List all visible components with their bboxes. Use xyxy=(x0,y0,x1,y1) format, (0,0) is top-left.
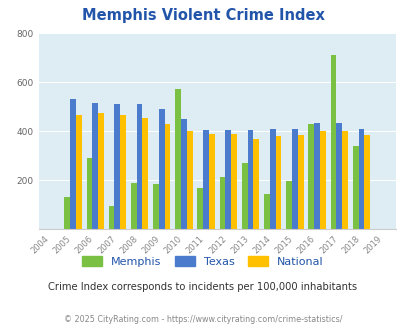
Bar xyxy=(286,182,291,229)
Bar xyxy=(175,89,181,229)
Bar xyxy=(291,129,297,229)
Bar xyxy=(230,134,237,229)
Bar xyxy=(330,55,336,229)
Bar xyxy=(336,122,341,229)
Bar xyxy=(308,124,313,229)
Bar xyxy=(130,183,136,229)
Bar xyxy=(275,136,281,229)
Bar xyxy=(98,113,104,229)
Bar xyxy=(164,124,170,229)
Bar xyxy=(186,131,192,229)
Text: Crime Index corresponds to incidents per 100,000 inhabitants: Crime Index corresponds to incidents per… xyxy=(48,282,357,292)
Bar xyxy=(225,130,230,229)
Bar xyxy=(358,129,363,229)
Bar xyxy=(203,130,209,229)
Bar xyxy=(86,158,92,229)
Bar xyxy=(70,99,76,229)
Bar xyxy=(253,139,258,229)
Bar xyxy=(92,103,98,229)
Bar xyxy=(341,131,347,229)
Bar xyxy=(219,177,225,229)
Bar xyxy=(153,184,158,229)
Bar xyxy=(120,115,126,229)
Bar xyxy=(76,115,81,229)
Bar xyxy=(352,146,358,229)
Bar xyxy=(363,135,369,229)
Bar xyxy=(269,129,275,229)
Bar xyxy=(313,122,319,229)
Bar xyxy=(114,104,120,229)
Bar xyxy=(197,188,203,229)
Bar xyxy=(142,118,148,229)
Bar xyxy=(158,109,164,229)
Bar xyxy=(241,163,247,229)
Bar xyxy=(247,130,253,229)
Bar xyxy=(209,134,214,229)
Text: © 2025 CityRating.com - https://www.cityrating.com/crime-statistics/: © 2025 CityRating.com - https://www.city… xyxy=(64,315,341,324)
Bar xyxy=(181,119,186,229)
Bar xyxy=(109,206,114,229)
Legend: Memphis, Texas, National: Memphis, Texas, National xyxy=(78,251,327,271)
Bar xyxy=(319,131,325,229)
Bar xyxy=(64,197,70,229)
Bar xyxy=(297,135,303,229)
Text: Memphis Violent Crime Index: Memphis Violent Crime Index xyxy=(81,8,324,23)
Bar xyxy=(136,104,142,229)
Bar xyxy=(263,194,269,229)
